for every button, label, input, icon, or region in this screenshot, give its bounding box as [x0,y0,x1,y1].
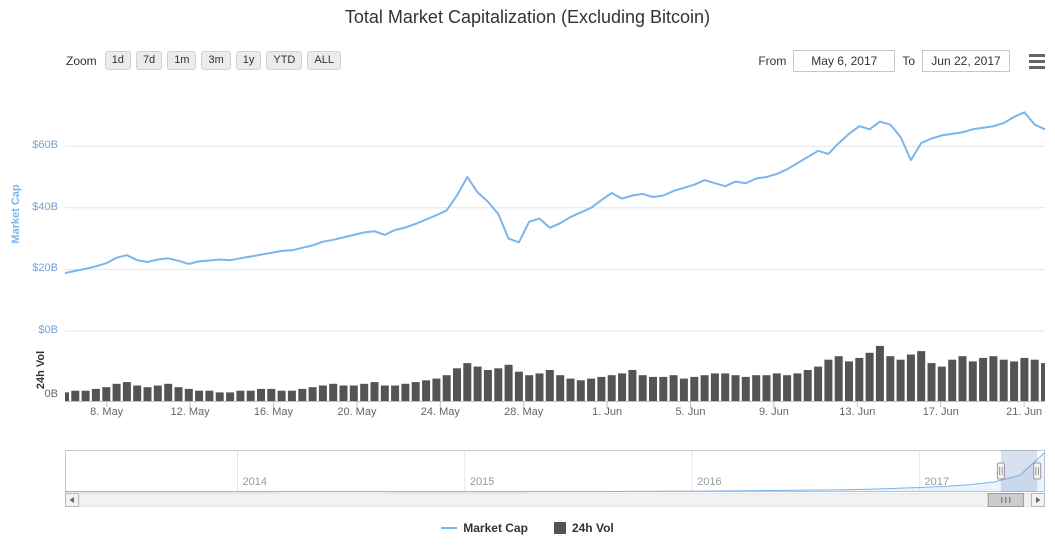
from-label: From [758,54,787,68]
xaxis-tick-label: 21. Jun [1006,406,1043,418]
main-gridlines [65,145,1045,332]
legend: Market Cap 24h Vol [0,521,1055,535]
navigator-outline [65,450,1045,492]
chart-title: Total Market Capitalization (Excluding B… [344,7,711,27]
yaxis-tick-label: $60B [32,139,58,152]
yaxis-tick-label: $20B [32,262,58,275]
legend-line-marker-icon [441,527,458,529]
xaxis-tick-label: 16. May [253,406,294,418]
zoom-button-1m[interactable]: 1m [167,51,197,70]
xaxis-tick-label: 13. Jun [839,406,876,418]
market-cap-line [64,111,1046,275]
zoom-button-3m[interactable]: 3m [201,51,231,70]
xaxis-tick-label: 17. Jun [922,406,959,418]
xaxis-tick-label: 8. May [90,406,124,418]
volume-bars [65,345,1045,401]
navigator-year-label: 2017 [924,476,950,488]
xaxis-tick-label: 1. Jun [592,406,623,418]
legend-item-market-cap[interactable]: Market Cap [441,521,528,535]
yaxis-title-market-cap: Market Cap [10,184,22,244]
navigator-handle-right[interactable] [1033,462,1042,480]
legend-square-marker-icon [553,522,566,534]
navigator-year-label: 2015 [469,476,495,488]
zoom-button-all[interactable]: ALL [307,51,341,70]
xaxis-tick-label: 12. May [170,406,210,418]
navigator-line [65,451,1046,493]
navigator-area [65,452,1045,492]
xaxis-tick-label: 24. May [420,406,460,418]
zoom-button-ytd[interactable]: YTD [266,51,303,70]
navigator-year-label: 2016 [697,476,722,488]
date-range-controls: From To [758,50,1047,72]
xaxis-tick-label: 5. Jun [675,406,706,418]
zoom-button-1y[interactable]: 1y [235,51,262,70]
navigator-year-label: 2014 [242,476,267,488]
xaxis-tick-label: 9. Jun [758,406,789,418]
legend-item-24h-vol[interactable]: 24h Vol [553,521,614,535]
context-menu-icon[interactable] [1027,52,1047,71]
legend-label-market-cap: Market Cap [463,521,528,535]
zoom-button-1d[interactable]: 1d [104,51,131,70]
to-label: To [902,54,915,68]
scrollbar-track[interactable] [78,493,1032,507]
right-arrow-icon [1036,497,1041,503]
yaxis-tick-label: $40B [32,200,58,213]
to-date-input[interactable] [922,50,1010,72]
zoom-button-7d[interactable]: 7d [135,51,163,70]
navigator-selected-range[interactable] [1000,450,1038,492]
from-date-input[interactable] [793,50,896,72]
yaxis-tick-label: $0B [38,324,58,336]
navigator-handle-left[interactable] [996,462,1005,480]
volume-zero-label: 0B [44,388,58,400]
left-arrow-icon [69,497,74,503]
zoom-label: Zoom [66,53,97,68]
xaxis-tick-label: 20. May [337,406,377,418]
xaxis-tick-label: 28. May [504,406,544,418]
zoom-controls: Zoom 1d 7d 1m 3m 1y YTD ALL [66,51,341,70]
legend-label-24h-vol: 24h Vol [571,521,614,535]
